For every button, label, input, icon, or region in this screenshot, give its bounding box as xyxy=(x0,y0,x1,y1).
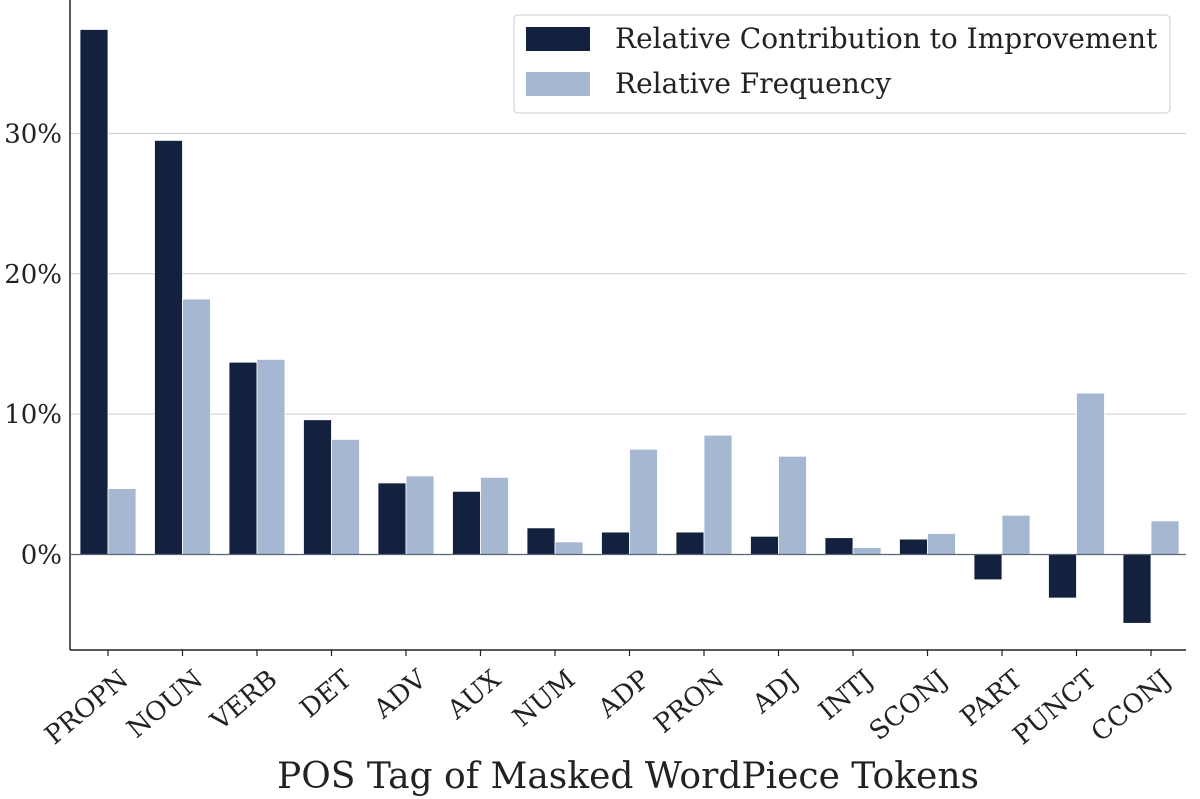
x-tick-label-pron: PRON xyxy=(649,664,730,739)
x-tick-label-aux: AUX xyxy=(441,664,507,726)
legend-label-contribution: Relative Contribution to Improvement xyxy=(615,22,1158,55)
x-tick-label-intj: INTJ xyxy=(813,664,879,726)
bar-part-frequency xyxy=(1001,514,1031,555)
bar-num-contribution xyxy=(526,527,556,555)
bar-verb-frequency xyxy=(256,358,286,555)
legend-label-frequency: Relative Frequency xyxy=(615,67,891,100)
bar-intj-contribution xyxy=(824,537,854,555)
y-tick-label: 20% xyxy=(4,260,62,290)
bar-adj-frequency xyxy=(778,455,807,555)
bar-adp-frequency xyxy=(629,448,658,555)
bar-punct-contribution xyxy=(1048,554,1077,599)
bar-adv-frequency xyxy=(405,475,435,555)
bar-propn-frequency xyxy=(107,488,137,555)
legend: Relative Contribution to Improvement Rela… xyxy=(513,14,1171,114)
x-tick-label-adp: ADP xyxy=(592,664,656,724)
x-tick-label-noun: NOUN xyxy=(122,664,209,744)
y-tick-labels: 0% 10% 20% 30% xyxy=(4,119,62,570)
bars xyxy=(79,29,1180,624)
bar-intj-frequency xyxy=(852,547,882,555)
x-tick-label-adv: ADV xyxy=(368,664,433,726)
x-tick-label-num: NUM xyxy=(507,664,581,733)
bar-num-frequency xyxy=(554,541,584,555)
x-tick-label-cconj: CCONJ xyxy=(1086,664,1178,748)
x-tick-label-propn: PROPN xyxy=(39,664,134,750)
x-axis-label: POS Tag of Masked WordPiece Tokens xyxy=(277,756,979,797)
bar-adp-contribution xyxy=(601,531,630,555)
bar-pron-contribution xyxy=(675,531,705,555)
bar-propn-contribution xyxy=(79,29,109,555)
bar-noun-contribution xyxy=(154,139,183,555)
x-tick-label-verb: VERB xyxy=(205,664,284,737)
bar-aux-contribution xyxy=(452,490,481,555)
x-tick-label-punct: PUNCT xyxy=(1008,664,1104,751)
bar-sconj-frequency xyxy=(927,533,956,555)
bar-pron-frequency xyxy=(703,434,733,555)
bar-det-contribution xyxy=(303,419,332,555)
y-tick-label: 30% xyxy=(4,119,62,149)
bar-adv-contribution xyxy=(377,482,407,555)
bar-cconj-contribution xyxy=(1122,554,1152,624)
legend-swatch-frequency xyxy=(526,72,590,96)
bar-adj-contribution xyxy=(750,535,779,555)
bar-det-frequency xyxy=(331,439,360,555)
bar-part-contribution xyxy=(973,554,1003,581)
x-tick-label-det: DET xyxy=(295,664,359,724)
y-tick-label: 10% xyxy=(4,400,62,430)
bar-aux-frequency xyxy=(480,476,509,555)
bar-verb-contribution xyxy=(228,361,258,555)
axes xyxy=(69,0,1186,656)
bar-punct-frequency xyxy=(1076,392,1105,555)
x-tick-label-sconj: SCONJ xyxy=(864,664,954,746)
x-tick-label-adj: ADJ xyxy=(746,664,804,720)
bar-sconj-contribution xyxy=(899,538,928,555)
bar-cconj-frequency xyxy=(1150,520,1180,555)
bar-noun-frequency xyxy=(182,298,211,555)
y-tick-label: 0% xyxy=(21,541,62,571)
legend-swatch-contribution xyxy=(526,27,590,51)
legend-box xyxy=(513,14,1171,114)
